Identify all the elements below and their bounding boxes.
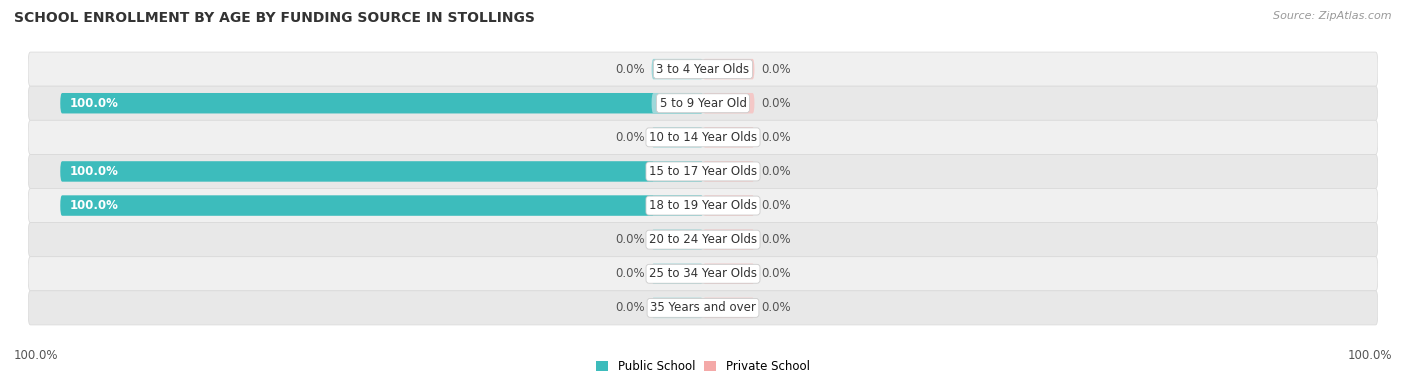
Text: 0.0%: 0.0%	[616, 267, 645, 280]
FancyBboxPatch shape	[651, 127, 703, 147]
Text: 0.0%: 0.0%	[761, 199, 790, 212]
FancyBboxPatch shape	[28, 120, 1378, 155]
FancyBboxPatch shape	[60, 195, 703, 216]
FancyBboxPatch shape	[651, 264, 703, 284]
Text: 0.0%: 0.0%	[761, 63, 790, 76]
Text: 35 Years and over: 35 Years and over	[650, 301, 756, 314]
FancyBboxPatch shape	[651, 93, 703, 113]
FancyBboxPatch shape	[60, 161, 703, 182]
FancyBboxPatch shape	[651, 59, 703, 79]
Text: 100.0%: 100.0%	[70, 199, 118, 212]
FancyBboxPatch shape	[703, 264, 755, 284]
FancyBboxPatch shape	[703, 298, 755, 318]
FancyBboxPatch shape	[651, 161, 703, 182]
FancyBboxPatch shape	[651, 195, 703, 216]
Text: 0.0%: 0.0%	[616, 301, 645, 314]
Text: 100.0%: 100.0%	[70, 97, 118, 110]
Text: 10 to 14 Year Olds: 10 to 14 Year Olds	[650, 131, 756, 144]
FancyBboxPatch shape	[703, 93, 755, 113]
FancyBboxPatch shape	[28, 86, 1378, 120]
Text: 0.0%: 0.0%	[761, 267, 790, 280]
FancyBboxPatch shape	[651, 230, 703, 250]
FancyBboxPatch shape	[703, 127, 755, 147]
Text: 0.0%: 0.0%	[761, 97, 790, 110]
Text: 100.0%: 100.0%	[1347, 349, 1392, 362]
FancyBboxPatch shape	[703, 161, 755, 182]
FancyBboxPatch shape	[60, 93, 703, 113]
FancyBboxPatch shape	[28, 188, 1378, 222]
Legend: Public School, Private School: Public School, Private School	[592, 355, 814, 377]
Text: 18 to 19 Year Olds: 18 to 19 Year Olds	[650, 199, 756, 212]
Text: 0.0%: 0.0%	[616, 131, 645, 144]
FancyBboxPatch shape	[28, 222, 1378, 257]
Text: 0.0%: 0.0%	[761, 131, 790, 144]
FancyBboxPatch shape	[28, 52, 1378, 86]
Text: 25 to 34 Year Olds: 25 to 34 Year Olds	[650, 267, 756, 280]
Text: 0.0%: 0.0%	[616, 233, 645, 246]
Text: 5 to 9 Year Old: 5 to 9 Year Old	[659, 97, 747, 110]
Text: 3 to 4 Year Olds: 3 to 4 Year Olds	[657, 63, 749, 76]
Text: 0.0%: 0.0%	[616, 63, 645, 76]
Text: 0.0%: 0.0%	[761, 165, 790, 178]
Text: 100.0%: 100.0%	[70, 165, 118, 178]
Text: 100.0%: 100.0%	[14, 349, 59, 362]
Text: 15 to 17 Year Olds: 15 to 17 Year Olds	[650, 165, 756, 178]
FancyBboxPatch shape	[651, 298, 703, 318]
FancyBboxPatch shape	[703, 230, 755, 250]
Text: 0.0%: 0.0%	[761, 301, 790, 314]
FancyBboxPatch shape	[703, 59, 755, 79]
Text: 0.0%: 0.0%	[761, 233, 790, 246]
Text: SCHOOL ENROLLMENT BY AGE BY FUNDING SOURCE IN STOLLINGS: SCHOOL ENROLLMENT BY AGE BY FUNDING SOUR…	[14, 11, 534, 25]
Text: Source: ZipAtlas.com: Source: ZipAtlas.com	[1274, 11, 1392, 21]
FancyBboxPatch shape	[28, 155, 1378, 188]
FancyBboxPatch shape	[703, 195, 755, 216]
FancyBboxPatch shape	[28, 257, 1378, 291]
Text: 20 to 24 Year Olds: 20 to 24 Year Olds	[650, 233, 756, 246]
FancyBboxPatch shape	[28, 291, 1378, 325]
